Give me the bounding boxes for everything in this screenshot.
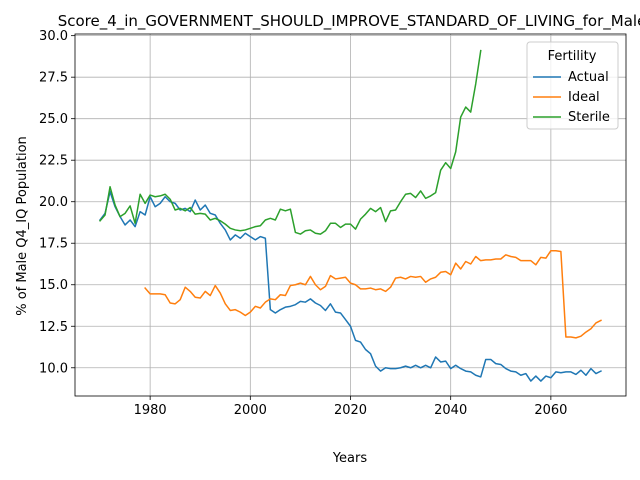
legend: Fertility Actual Ideal Sterile [526, 41, 619, 130]
y-axis: 10.0 12.5 15.0 17.5 20.0 22.5 25.0 27.5 30.0 [39, 29, 75, 376]
y-axis-label: % of Male Q4_IQ Population [15, 136, 30, 316]
chart-title: Score_4_in_GOVERNMENT_SHOULD_IMPROVE_STA… [58, 12, 640, 31]
x-tick-label: 2020 [334, 403, 367, 418]
series-line-actual [98, 191, 602, 382]
legend-label: Ideal [568, 90, 600, 105]
y-tick-label: 17.5 [39, 237, 68, 252]
x-axis: 1980 2000 2020 2040 2060 [134, 396, 567, 418]
y-tick-label: 25.0 [39, 112, 68, 127]
y-tick-label: 22.5 [39, 154, 68, 169]
legend-entry-actual: Actual [533, 70, 609, 85]
legend-box [526, 41, 619, 130]
x-axis-label: Years [332, 451, 368, 466]
y-tick-label: 15.0 [39, 278, 68, 293]
x-tick-label: 2040 [434, 403, 467, 418]
series-lines [98, 49, 602, 382]
legend-label: Sterile [568, 110, 610, 125]
series-line-ideal [144, 249, 602, 339]
x-tick-label: 1980 [134, 403, 167, 418]
legend-title: Fertility [548, 49, 597, 64]
y-tick-label: 27.5 [39, 71, 68, 86]
y-tick-label: 12.5 [39, 320, 68, 335]
legend-label: Actual [568, 70, 609, 85]
x-tick-label: 2000 [234, 403, 267, 418]
x-tick-label: 2060 [534, 403, 567, 418]
y-tick-label: 30.0 [39, 29, 68, 44]
legend-entry-sterile: Sterile [533, 110, 610, 125]
legend-entry-ideal: Ideal [533, 90, 600, 105]
y-tick-label: 10.0 [39, 361, 68, 376]
series-line-sterile [98, 49, 482, 235]
y-tick-label: 20.0 [39, 195, 68, 210]
